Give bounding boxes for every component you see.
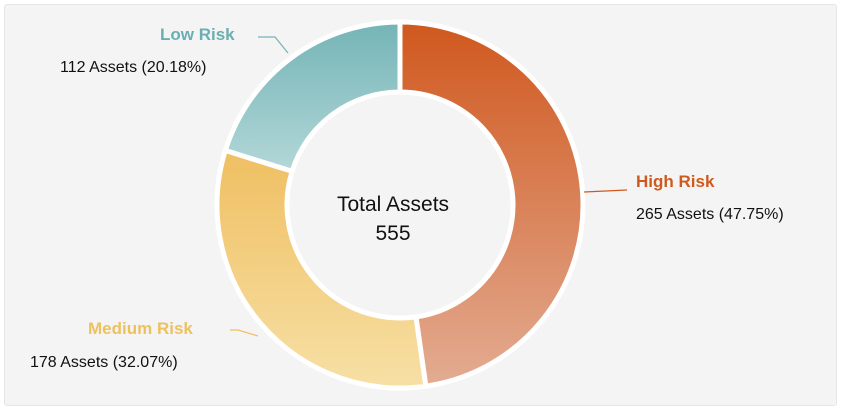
category-label-high-risk: High Risk bbox=[636, 172, 715, 191]
value-label-low-risk: 112 Assets (20.18%) bbox=[60, 59, 206, 76]
center-value: 555 bbox=[375, 222, 410, 245]
leader-line-medium-risk bbox=[230, 329, 259, 337]
slice-low-risk[interactable] bbox=[222, 19, 403, 174]
leader-line-high-risk bbox=[583, 189, 628, 193]
center-title: Total Assets bbox=[337, 193, 449, 216]
value-label-medium-risk: 178 Assets (32.07%) bbox=[30, 354, 178, 371]
value-label-high-risk: 265 Assets (47.75%) bbox=[636, 206, 784, 223]
category-label-low-risk: Low Risk bbox=[160, 25, 235, 44]
slice-medium-risk[interactable] bbox=[214, 147, 429, 391]
donut-slices bbox=[214, 19, 586, 391]
leader-lines bbox=[230, 36, 628, 337]
category-label-medium-risk: Medium Risk bbox=[88, 319, 193, 338]
slice-high-risk[interactable] bbox=[397, 19, 586, 389]
leader-line-low-risk bbox=[258, 36, 289, 54]
